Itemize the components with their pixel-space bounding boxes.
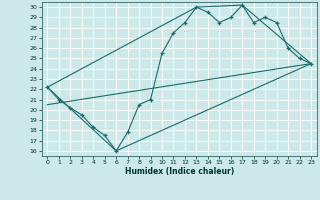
X-axis label: Humidex (Indice chaleur): Humidex (Indice chaleur): [124, 167, 234, 176]
